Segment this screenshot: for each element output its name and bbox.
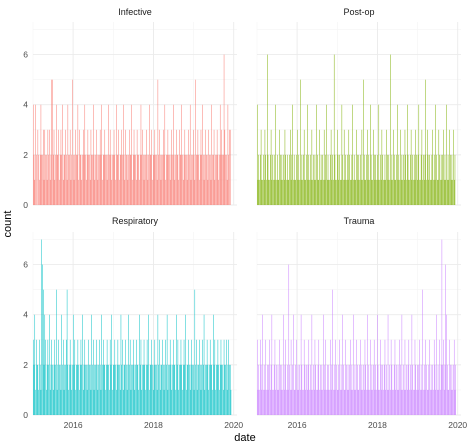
x-tick-label: 2020 [448,420,467,430]
x-tick-label: 2018 [144,420,163,430]
y-tick-label: 2 [23,360,28,370]
x-tick-label: 2016 [64,420,83,430]
facet-strip-label: Post-op [343,7,374,17]
facet-panel-respiratory: Respiratory 0 2 4 6 2016 2018 2020 [23,216,243,430]
y-tick-label: 0 [23,200,28,210]
y-axis-title: count [2,211,14,238]
facet-strip-label: Respiratory [112,216,159,226]
panel-background [257,232,461,415]
x-axis-title: date [234,432,255,444]
y-tick-label: 4 [23,310,28,320]
bar-series-post-op [257,54,456,206]
y-tick-label: 6 [23,260,28,270]
facet-panel-trauma: Trauma 2016 2018 2020 [256,216,467,430]
bar-series-trauma [257,239,456,415]
y-tick-label: 0 [23,410,28,420]
y-tick-label: 4 [23,100,28,110]
facet-panels: Infective 0 2 4 6 Post-op Respiratory 0 2 4 6 2016 2… [23,7,467,430]
facet-panel-infective: Infective 0 2 4 6 [23,7,237,210]
x-tick-label: 2016 [288,420,307,430]
facet-strip-label: Infective [118,7,152,17]
bar-series-infective [33,54,231,206]
bar-series-respiratory [33,239,232,415]
y-tick-label: 6 [23,50,28,60]
facet-panel-post-op: Post-op [256,7,461,206]
y-tick-label: 2 [23,150,28,160]
facet-strip-label: Trauma [344,216,375,226]
x-tick-label: 2018 [368,420,387,430]
x-tick-label: 2020 [224,420,243,430]
